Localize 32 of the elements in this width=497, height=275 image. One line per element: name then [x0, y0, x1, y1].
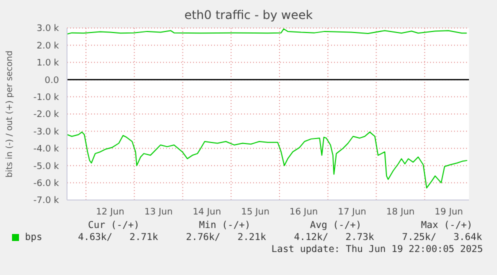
x-tick-label: 16 Jun — [289, 207, 318, 218]
y-tick-label: 0.0 — [44, 76, 60, 86]
text: Cur (-/+) — [88, 220, 140, 231]
text: 4.12k/ 2.73k — [294, 232, 374, 243]
text: Avg (-/+) — [310, 220, 362, 231]
y-tick-label: -6.0 k — [33, 178, 60, 189]
text: 2.76k/ 2.21k — [186, 232, 266, 243]
y-tick-label: 1.0 k — [36, 58, 60, 69]
y-tick-label: -3.0 k — [33, 127, 60, 138]
y-axis-title: bits in (-) / out (+) per second — [5, 50, 16, 180]
y-tick-label: -5.0 k — [33, 162, 60, 172]
chart-title: eth0 traffic - by week — [183, 8, 314, 22]
x-tick-label: 13 Jun — [144, 207, 173, 218]
y-tick-label: 2.0 k — [36, 41, 60, 52]
x-tick-label: 18 Jun — [386, 207, 415, 218]
text: 7.25k/ 3.64k — [402, 232, 482, 243]
text: Last update: Thu Jun 19 22:00:05 2025 — [271, 244, 483, 255]
y-tick-label: -4.0 k — [33, 144, 60, 155]
y-tick-label: -1.0 k — [33, 92, 60, 103]
text: Max (-/+) — [421, 220, 472, 231]
y-tick-label: -7.0 k — [33, 196, 60, 206]
x-tick-label: 14 Jun — [192, 207, 222, 218]
text: 4.63k/ 2.71k — [78, 232, 158, 243]
legend-label: bps — [25, 232, 42, 243]
y-tick-label: -2.0 k — [33, 110, 60, 120]
x-tick-label: 19 Jun — [434, 207, 464, 218]
y-tick-label: 3.0 k — [36, 24, 60, 34]
line-series — [67, 132, 468, 188]
text: Min (-/+) — [199, 220, 250, 231]
x-tick-label: 15 Jun — [241, 207, 270, 218]
x-tick-label: 17 Jun — [338, 207, 366, 218]
x-tick-label: 12 Jun — [96, 207, 124, 218]
